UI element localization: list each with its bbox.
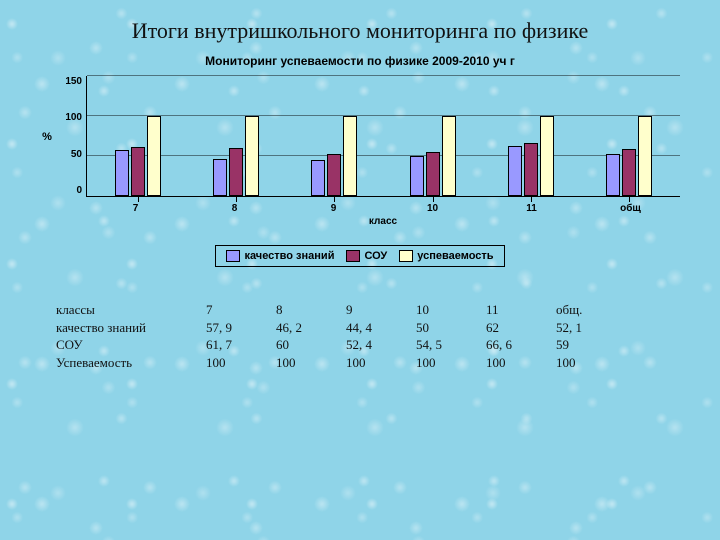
bar [622,149,636,196]
legend-swatch [226,250,240,262]
x-tick: 10 [383,203,482,214]
table-cell: 50 [416,319,486,337]
bar-group [606,76,652,196]
legend-item: успеваемость [399,250,493,262]
table-cell: 46, 2 [276,319,346,337]
bar [245,116,259,196]
x-axis-ticks: 7891011общ [86,203,680,214]
legend-swatch [399,250,413,262]
x-axis-label: класс [86,216,680,227]
y-tick: 100 [54,112,82,123]
table-cell: 61, 7 [206,336,276,354]
table-cell: 100 [346,354,416,372]
table-cell: 44, 4 [346,319,416,337]
table-cell: 59 [556,336,626,354]
bar [410,156,424,196]
bar [327,154,341,196]
legend-item: СОУ [346,250,387,262]
bar [426,152,440,196]
table-row: Успеваемость 100100100100100100 [56,354,720,372]
bar [213,159,227,196]
y-tick: 50 [54,149,82,160]
chart-legend: качество знаний СОУ успеваемость [215,245,504,267]
row-label: СОУ [56,336,206,354]
table-cell: 11 [486,301,556,319]
chart-gridlines [87,76,680,196]
table-row: классы 78 9 1011общ. [56,301,720,319]
x-tick: 11 [482,203,581,214]
table-cell: 100 [416,354,486,372]
bar [147,116,161,196]
bar-group [508,76,554,196]
x-tick: 8 [185,203,284,214]
row-label: классы [56,301,206,319]
table-cell: 100 [276,354,346,372]
bar [343,116,357,196]
legend-item: качество знаний [226,250,334,262]
table-cell: 52, 4 [346,336,416,354]
table-cell: 54, 5 [416,336,486,354]
row-label: качество знаний [56,319,206,337]
bar-group [213,76,259,196]
y-tick: 150 [54,76,82,87]
slide-title: Итоги внутришкольного мониторинга по физ… [0,0,720,44]
table-cell: 57, 9 [206,319,276,337]
chart-container: Мониторинг успеваемости по физике 2009-2… [40,54,680,267]
bar [508,146,522,196]
table-cell: общ. [556,301,626,319]
table-cell: 100 [486,354,556,372]
y-axis-ticks: 150 100 50 0 [54,76,86,196]
x-tick: 7 [86,203,185,214]
table-row: качество знаний57, 946, 244, 4 506252, 1 [56,319,720,337]
chart-plot-area [86,76,680,197]
y-tick: 0 [54,185,82,196]
bar-group [311,76,357,196]
table-cell: 100 [556,354,626,372]
x-tick: 9 [284,203,383,214]
data-table: классы 78 9 1011общ.качество знаний57, 9… [56,301,720,371]
table-cell: 9 [346,301,416,319]
bar [131,147,145,196]
row-label: Успеваемость [56,354,206,372]
table-cell: 8 [276,301,346,319]
bar [229,148,243,196]
legend-swatch [346,250,360,262]
bar-group [115,76,161,196]
table-cell: 10 [416,301,486,319]
table-cell: 66, 6 [486,336,556,354]
table-cell: 62 [486,319,556,337]
bar [524,143,538,196]
y-axis-label: % [40,76,54,197]
bar [638,116,652,196]
table-row: СОУ61, 76052, 454, 566, 659 [56,336,720,354]
x-tick: общ [581,203,680,214]
table-cell: 7 [206,301,276,319]
bar-group [410,76,456,196]
table-cell: 60 [276,336,346,354]
bar [606,154,620,196]
bar [442,116,456,196]
chart-title: Мониторинг успеваемости по физике 2009-2… [40,54,680,68]
bar [115,150,129,196]
table-cell: 52, 1 [556,319,626,337]
bar [540,116,554,196]
table-cell: 100 [206,354,276,372]
bar [311,160,325,196]
